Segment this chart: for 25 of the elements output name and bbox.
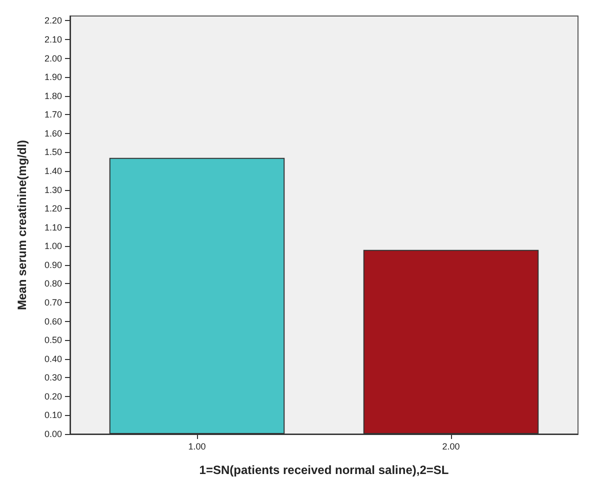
y-tick-label: 1.40 xyxy=(44,166,62,176)
y-tick-label: 0.00 xyxy=(44,429,62,439)
y-tick-label: 2.00 xyxy=(44,53,62,64)
y-tick-label: 1.80 xyxy=(44,90,62,101)
y-tick-label: 1.50 xyxy=(44,147,62,158)
y-tick-label: 0.50 xyxy=(44,335,62,346)
y-tick-label: 0.60 xyxy=(44,316,62,326)
y-axis-title: Mean serum creatinine(mg/dl) xyxy=(15,140,29,310)
y-tick-label: 2.20 xyxy=(44,16,62,26)
y-tick-label: 1.20 xyxy=(44,204,62,214)
y-tick-label: 1.90 xyxy=(44,72,62,82)
y-tick-label: 0.80 xyxy=(44,278,62,289)
y-tick-label: 0.20 xyxy=(44,391,62,402)
y-tick-label: 0.30 xyxy=(44,372,62,383)
y-tick-label: 2.10 xyxy=(44,34,62,44)
y-tick-label: 1.00 xyxy=(44,241,62,252)
y-tick-label: 0.10 xyxy=(44,410,62,420)
y-tick-label: 1.30 xyxy=(44,184,62,195)
y-tick-label: 1.10 xyxy=(44,222,62,232)
y-tick-label: 0.40 xyxy=(44,354,62,364)
y-tick-label: 1.60 xyxy=(44,128,62,138)
y-tick-label: 1.70 xyxy=(44,110,62,120)
y-tick-label: 0.70 xyxy=(44,297,62,308)
y-tick-label: 0.90 xyxy=(44,260,62,270)
x-axis-title: 1=SN(patients received normal saline),2=SL xyxy=(199,463,449,477)
